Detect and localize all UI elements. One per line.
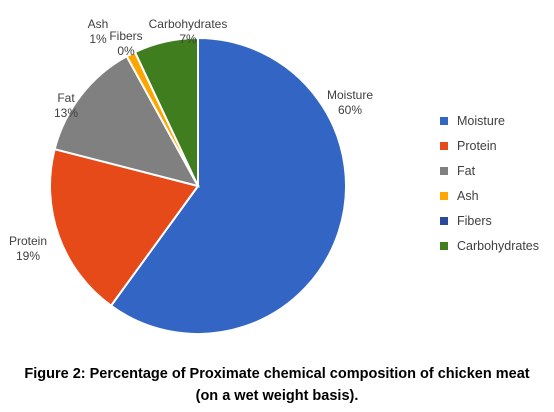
legend-label: Fat [457, 163, 476, 178]
slice-label-fibers: Fibers 0% [109, 29, 142, 58]
slice-label-protein: Protein 19% [9, 234, 47, 263]
legend-swatch [440, 241, 448, 250]
legend-label: Moisture [457, 113, 505, 128]
legend-swatch [440, 116, 448, 125]
pie-slice-carbohydrates [133, 36, 199, 187]
slice-label-ash: Ash 1% [88, 17, 109, 46]
legend-label: Carbohydrates [457, 238, 539, 253]
pie-chart: Moisture 60% Protein 19% Fat 13% Ash 1% Fibers 0%… [9, 17, 539, 335]
caption-line-2: (on a wet weight basis). [195, 388, 359, 404]
legend-swatch [440, 191, 448, 200]
chart-legend: Moisture Protein Fat Ash Fibers Carbohydrates [440, 108, 539, 258]
slice-label-carbohydrates: Carbohydrates 7% [149, 17, 228, 46]
legend-item-ash: Ash [440, 183, 539, 208]
legend-item-protein: Protein [440, 133, 539, 158]
legend-swatch [440, 166, 448, 175]
caption-line-1: Figure 2: Percentage of Proximate chemic… [24, 366, 530, 382]
legend-swatch [440, 216, 448, 225]
legend-item-fat: Fat [440, 158, 539, 183]
legend-label: Ash [457, 188, 479, 203]
legend-item-fibers: Fibers [440, 208, 539, 233]
pie-slice-fat [53, 54, 200, 188]
pie-chart-svg: Moisture 60% Protein 19% Fat 13% Ash 1% Fibers 0%… [9, 17, 373, 335]
legend-item-moisture: Moisture [440, 108, 539, 133]
slice-label-moisture: Moisture 60% [327, 88, 373, 117]
pie-slice-moisture [109, 36, 347, 335]
figure-caption: Figure 2: Percentage of Proximate chemic… [0, 363, 554, 407]
legend-swatch [440, 141, 448, 150]
slice-label-fat: Fat 13% [54, 91, 78, 120]
legend-label: Fibers [457, 213, 492, 228]
pie-slice-protein [49, 147, 200, 308]
legend-label: Protein [457, 138, 497, 153]
legend-item-carbohydrates: Carbohydrates [440, 233, 539, 258]
